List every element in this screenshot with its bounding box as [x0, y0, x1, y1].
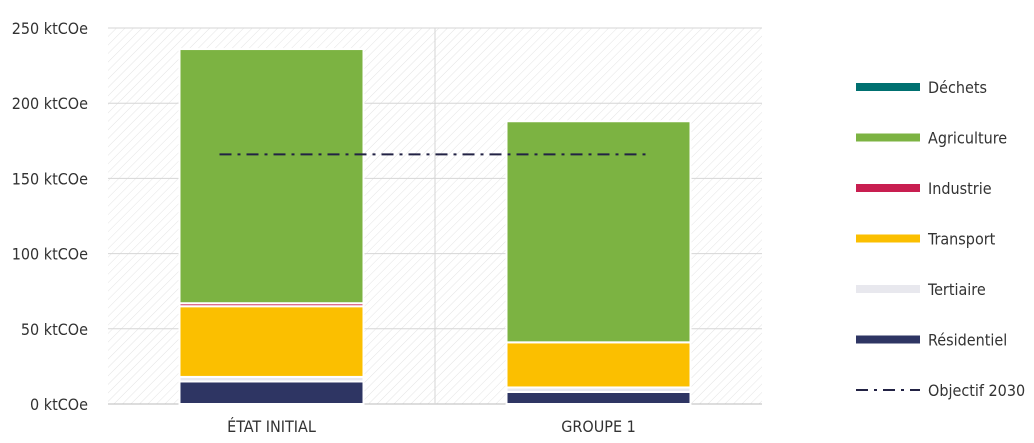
y-tick-label: 50 ktCOe: [21, 320, 88, 339]
bars: [178, 48, 692, 406]
legend-swatch: [856, 83, 920, 91]
x-tick-label: ÉTAT INITIAL: [227, 417, 316, 436]
legend-label: Résidentiel: [928, 331, 1007, 350]
x-axis-ticks: ÉTAT INITIAL GROUPE 1: [227, 417, 636, 436]
legend-swatch: [856, 335, 920, 344]
legend: Déchets Agriculture Industrie Transport Tert…: [856, 78, 1025, 400]
legend-label: Tertiaire: [927, 280, 986, 299]
bar-segment-transport: [178, 305, 365, 378]
legend-label: Agriculture: [928, 129, 1007, 148]
bar-segment-agriculture: [178, 48, 365, 305]
legend-swatch: [856, 234, 920, 243]
bar-segment-residentiel: [505, 390, 692, 405]
legend-label: Transport: [927, 230, 996, 249]
y-tick-label: 0 ktCOe: [30, 395, 88, 414]
y-axis-ticks: 0 ktCOe 50 ktCOe 100 ktCOe 150 ktCOe 200 ktC…: [12, 19, 88, 414]
bar-segment-residentiel: [178, 380, 365, 406]
legend-label: Déchets: [928, 78, 987, 97]
bar-segment-agriculture: [505, 120, 692, 344]
y-tick-label: 150 ktCOe: [12, 169, 88, 188]
legend-swatch: [856, 184, 920, 192]
legend-label: Industrie: [928, 179, 992, 198]
legend-swatch: [856, 133, 920, 142]
bar-segment-transport: [505, 341, 692, 389]
y-tick-label: 250 ktCOe: [12, 19, 88, 38]
legend-label: Objectif 2030: [928, 381, 1025, 400]
y-tick-label: 200 ktCOe: [12, 94, 88, 113]
x-tick-label: GROUPE 1: [561, 417, 636, 436]
legend-swatch: [856, 285, 920, 293]
y-tick-label: 100 ktCOe: [12, 245, 88, 264]
